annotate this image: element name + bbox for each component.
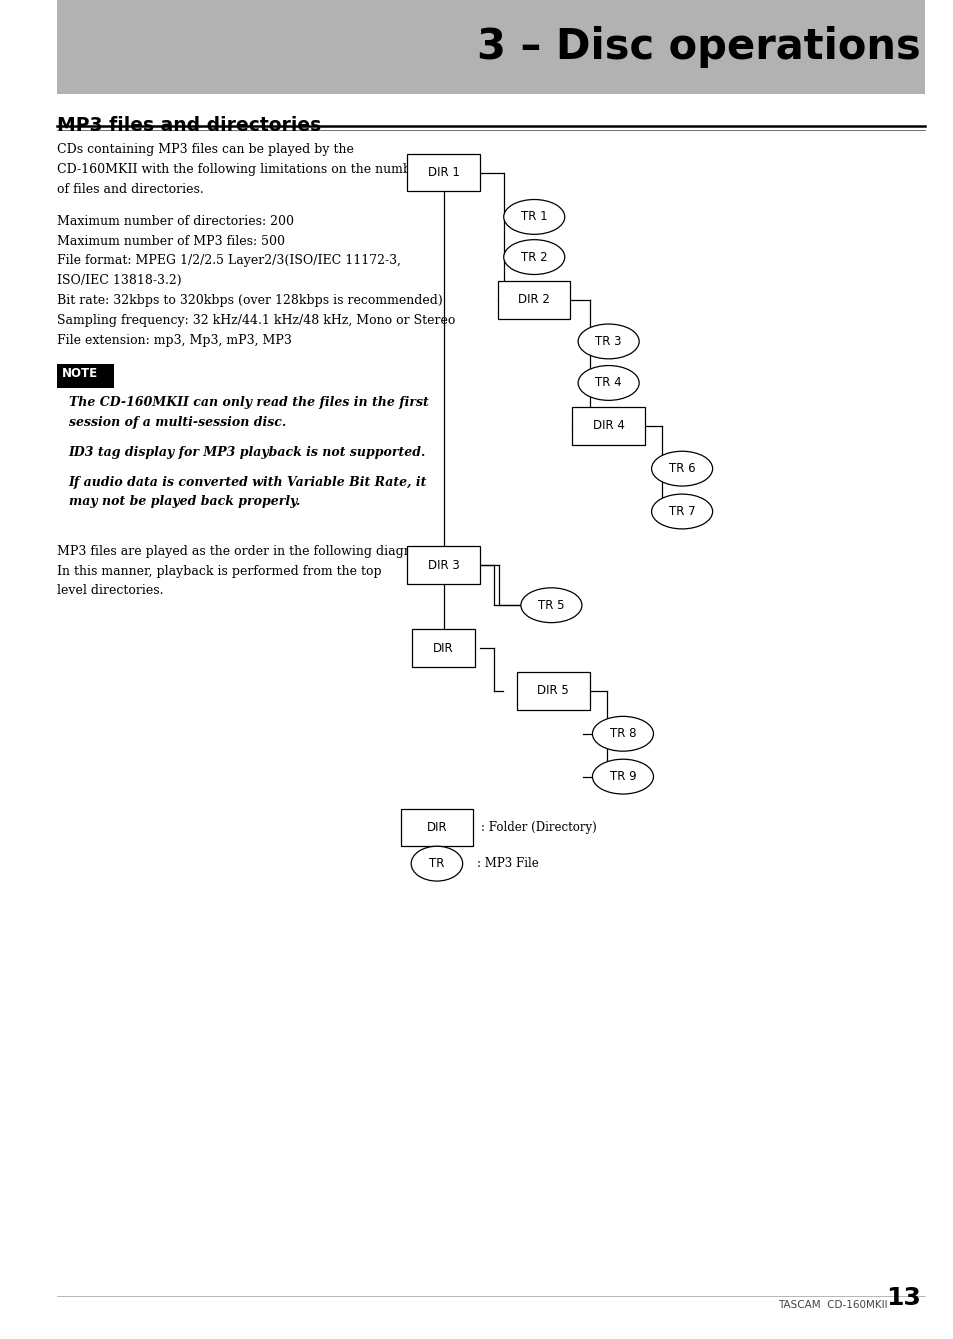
Text: TASCAM  CD-160MKII: TASCAM CD-160MKII <box>777 1300 886 1310</box>
Text: Maximum number of MP3 files: 500: Maximum number of MP3 files: 500 <box>57 234 285 248</box>
FancyBboxPatch shape <box>407 154 479 191</box>
Ellipse shape <box>503 240 564 274</box>
Text: Maximum number of directories: 200: Maximum number of directories: 200 <box>57 214 294 228</box>
FancyBboxPatch shape <box>497 281 570 319</box>
Text: DIR: DIR <box>433 641 454 655</box>
Text: Sampling frequency: 32 kHz/44.1 kHz/48 kHz, Mono or Stereo: Sampling frequency: 32 kHz/44.1 kHz/48 k… <box>57 313 456 327</box>
Text: level directories.: level directories. <box>57 584 164 597</box>
Text: DIR 2: DIR 2 <box>517 293 550 307</box>
Ellipse shape <box>520 588 581 623</box>
Text: NOTE: NOTE <box>62 367 98 380</box>
Text: TR 7: TR 7 <box>668 505 695 518</box>
Text: may not be played back properly.: may not be played back properly. <box>69 495 300 509</box>
Text: DIR 4: DIR 4 <box>592 419 624 432</box>
Text: TR 5: TR 5 <box>537 599 564 612</box>
Text: : Folder (Directory): : Folder (Directory) <box>480 821 596 834</box>
Text: DIR 3: DIR 3 <box>427 558 459 572</box>
Text: TR: TR <box>429 857 444 870</box>
Text: File extension: mp3, Mp3, mP3, MP3: File extension: mp3, Mp3, mP3, MP3 <box>57 333 292 347</box>
FancyBboxPatch shape <box>57 0 924 94</box>
Text: File format: MPEG 1/2/2.5 Layer2/3(ISO/IEC 11172-3,: File format: MPEG 1/2/2.5 Layer2/3(ISO/I… <box>57 254 401 268</box>
Text: : MP3 File: : MP3 File <box>476 857 538 870</box>
Text: DIR 5: DIR 5 <box>537 684 569 698</box>
Text: If audio data is converted with Variable Bit Rate, it: If audio data is converted with Variable… <box>69 475 427 489</box>
Text: Bit rate: 32kbps to 320kbps (over 128kbps is recommended): Bit rate: 32kbps to 320kbps (over 128kbp… <box>57 295 442 307</box>
Ellipse shape <box>578 324 639 359</box>
Text: session of a multi-session disc.: session of a multi-session disc. <box>69 416 286 430</box>
FancyBboxPatch shape <box>57 364 114 388</box>
Text: TR 6: TR 6 <box>668 462 695 475</box>
Text: DIR 1: DIR 1 <box>427 166 459 179</box>
Text: CD-160MKII with the following limitations on the number: CD-160MKII with the following limitation… <box>57 163 424 177</box>
Ellipse shape <box>592 759 653 794</box>
Text: TR 2: TR 2 <box>520 250 547 264</box>
Text: ID3 tag display for MP3 playback is not supported.: ID3 tag display for MP3 playback is not … <box>69 446 426 459</box>
FancyBboxPatch shape <box>412 629 475 667</box>
Ellipse shape <box>651 494 712 529</box>
Text: TR 4: TR 4 <box>595 376 621 390</box>
Text: 13: 13 <box>884 1285 920 1310</box>
Text: TR 1: TR 1 <box>520 210 547 224</box>
FancyBboxPatch shape <box>517 672 589 710</box>
Text: CDs containing MP3 files can be played by the: CDs containing MP3 files can be played b… <box>57 143 354 157</box>
FancyBboxPatch shape <box>407 546 479 584</box>
Text: In this manner, playback is performed from the top: In this manner, playback is performed fr… <box>57 565 381 577</box>
Text: MP3 files and directories: MP3 files and directories <box>57 116 321 135</box>
FancyBboxPatch shape <box>572 407 644 445</box>
Text: DIR: DIR <box>426 821 447 834</box>
Text: MP3 files are played as the order in the following diagram.: MP3 files are played as the order in the… <box>57 545 433 558</box>
FancyBboxPatch shape <box>400 809 473 846</box>
Text: TR 3: TR 3 <box>595 335 621 348</box>
Text: of files and directories.: of files and directories. <box>57 183 204 195</box>
Text: ISO/IEC 13818-3.2): ISO/IEC 13818-3.2) <box>57 274 182 288</box>
Ellipse shape <box>592 716 653 751</box>
Ellipse shape <box>651 451 712 486</box>
Ellipse shape <box>411 846 462 881</box>
Ellipse shape <box>503 200 564 234</box>
Text: TR 9: TR 9 <box>609 770 636 783</box>
Text: 3 – Disc operations: 3 – Disc operations <box>476 25 920 68</box>
Text: The CD-160MKII can only read the files in the first: The CD-160MKII can only read the files i… <box>69 396 428 410</box>
Ellipse shape <box>578 366 639 400</box>
Text: TR 8: TR 8 <box>609 727 636 740</box>
